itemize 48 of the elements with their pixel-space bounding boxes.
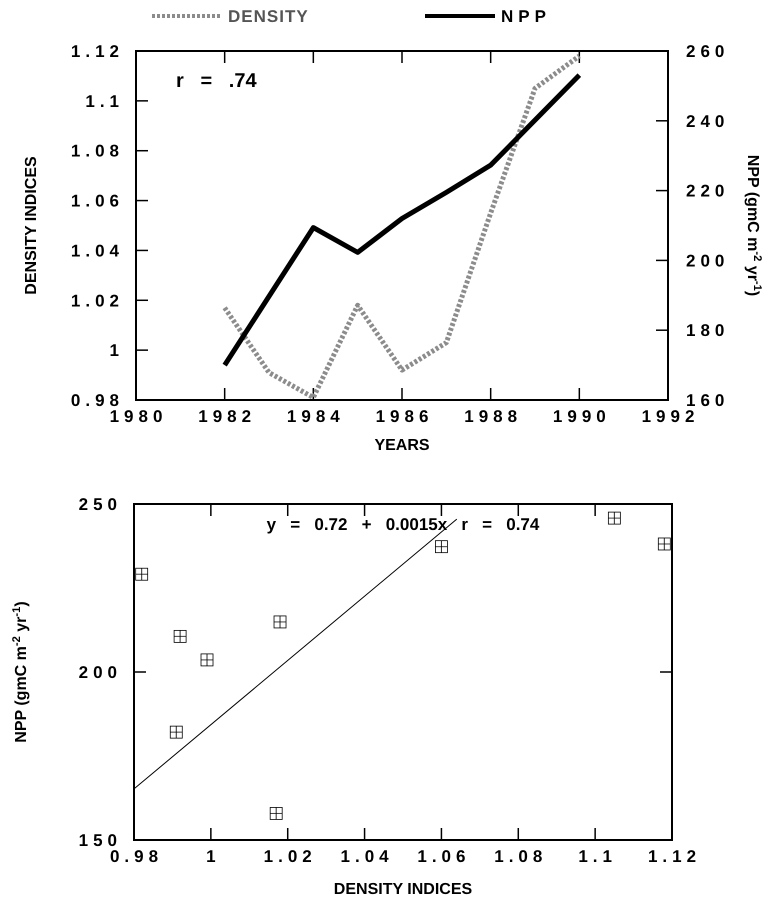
- y2-tick-label: 200: [686, 251, 730, 270]
- point: [135, 568, 148, 581]
- y-tick-label: 1.04: [70, 241, 124, 260]
- y2-tick-label: 260: [686, 42, 730, 61]
- x-tick-label: 1980: [110, 407, 168, 426]
- y-axis-title: DENSITY INDICES: [23, 156, 40, 295]
- y-tick-label: 250: [78, 495, 122, 514]
- y-tick-label: 1.1: [85, 92, 124, 111]
- point: [435, 540, 448, 554]
- point: [170, 726, 183, 739]
- x-tick-label: 1990: [552, 407, 611, 426]
- legend-label: DENSITY: [228, 7, 309, 26]
- x-tick-label: 1.02: [264, 847, 317, 866]
- x-tick-label: 1.04: [340, 847, 394, 866]
- x-tick-label: 1984: [286, 407, 345, 426]
- x-tick-label: 1.12: [648, 847, 702, 866]
- y-tick-label: 1.02: [70, 291, 124, 310]
- x-tick-label: 1.08: [494, 847, 548, 866]
- y-tick-label: 1.12: [70, 42, 124, 61]
- x-tick-label: 1: [206, 847, 221, 866]
- x-axis-title: DENSITY INDICES: [334, 881, 473, 898]
- y2-tick-label: 160: [686, 391, 730, 410]
- x-tick-label: 1.06: [417, 847, 470, 866]
- point: [174, 630, 187, 643]
- x-axis-title: YEARS: [374, 437, 430, 454]
- point: [270, 807, 283, 820]
- point: [274, 616, 286, 628]
- y-tick-label: 1.08: [70, 142, 124, 161]
- x-tick-label: 1.1: [578, 847, 617, 866]
- y2-tick-label: 220: [686, 182, 730, 201]
- legend-label: NPP: [501, 7, 551, 26]
- y-tick-label: 200: [78, 663, 122, 682]
- y-tick-label: 1: [110, 341, 124, 360]
- x-tick-label: 1986: [376, 407, 434, 426]
- annotation: r = .74: [176, 70, 258, 92]
- point: [200, 654, 214, 666]
- point: [608, 512, 621, 525]
- y2-tick-label: 180: [686, 321, 730, 340]
- y2-tick-label: 240: [686, 112, 730, 131]
- x-tick-label: 1982: [198, 407, 256, 426]
- x-tick-label: 1988: [464, 407, 522, 426]
- y-tick-label: 150: [78, 831, 122, 850]
- x-tick-label: 0.98: [110, 847, 164, 866]
- point: [658, 538, 671, 550]
- x-tick-label: 1992: [642, 407, 700, 426]
- y-tick-label: 1.06: [70, 192, 124, 211]
- y-tick-label: 0.98: [70, 391, 124, 410]
- annotation: y = 0.72 + 0.0015x r = 0.74: [266, 515, 540, 534]
